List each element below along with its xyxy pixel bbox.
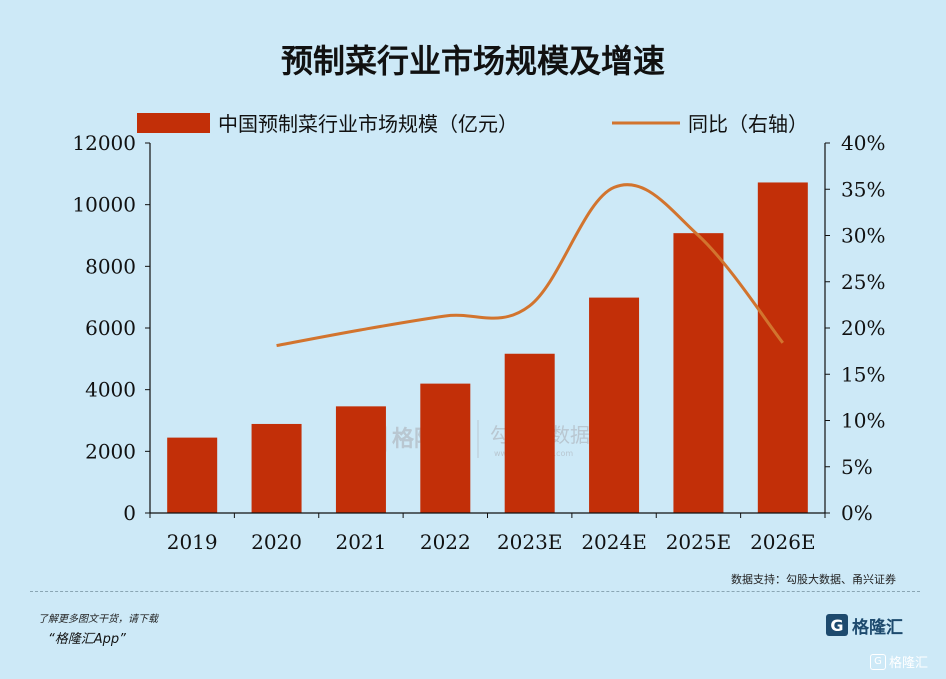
right-tick-label: 30% (841, 224, 885, 248)
bar (757, 182, 808, 513)
bar (335, 406, 386, 513)
right-tick-label: 40% (841, 131, 885, 155)
bar (251, 423, 302, 513)
bar (673, 233, 724, 513)
brand-g-icon: G (826, 614, 848, 636)
brand-name: 格隆汇 (852, 617, 903, 638)
series-line-yoy (276, 183, 784, 348)
left-tick-label: 4000 (85, 378, 136, 402)
bar (589, 297, 640, 513)
legend-bar-label: 中国预制菜行业市场规模（亿元） (218, 112, 518, 136)
x-tick-label: 2024E (581, 530, 647, 554)
right-tick-label: 5% (841, 455, 873, 479)
right-tick-label: 0% (841, 501, 873, 525)
right-tick-label: 15% (841, 362, 885, 386)
footer-divider (30, 591, 920, 592)
bar (420, 383, 471, 513)
left-tick-label: 8000 (85, 254, 136, 278)
legend-line-label: 同比（右轴） (688, 112, 808, 136)
left-tick-label: 6000 (85, 316, 136, 340)
corner-g-icon: G (870, 653, 886, 670)
right-tick-label: 25% (841, 270, 885, 294)
right-tick-label: 35% (841, 177, 885, 201)
right-tick-label: 20% (841, 316, 885, 340)
corner-watermark: G 格隆汇 (870, 652, 928, 671)
left-tick-label: 10000 (72, 193, 136, 217)
bar (167, 437, 218, 513)
x-tick-label: 2026E (750, 530, 816, 554)
x-tick-label: 2025E (666, 530, 732, 554)
promo-text: 了解更多图文干货，请下载 (38, 614, 158, 625)
x-tick-label: 2022 (420, 530, 471, 554)
legend-bar-swatch (137, 113, 210, 133)
x-tick-label: 2020 (251, 530, 302, 554)
x-tick-label: 2021 (335, 530, 386, 554)
promo-app-name: “格隆汇App” (48, 632, 126, 647)
corner-label: 格隆汇 (889, 656, 929, 671)
brand-logo: G 格隆汇 (826, 610, 916, 640)
x-tick-label: 2023E (497, 530, 563, 554)
bar (504, 353, 555, 513)
left-tick-label: 12000 (72, 131, 136, 155)
chart-title: 预制菜行业市场规模及增速 (280, 42, 665, 80)
left-tick-label: 2000 (85, 439, 136, 463)
left-tick-label: 0 (123, 501, 136, 525)
x-tick-label: 2019 (167, 530, 218, 554)
data-source: 数据支持：勾股大数据、甬兴证券 (731, 573, 896, 586)
right-tick-label: 10% (841, 409, 885, 433)
